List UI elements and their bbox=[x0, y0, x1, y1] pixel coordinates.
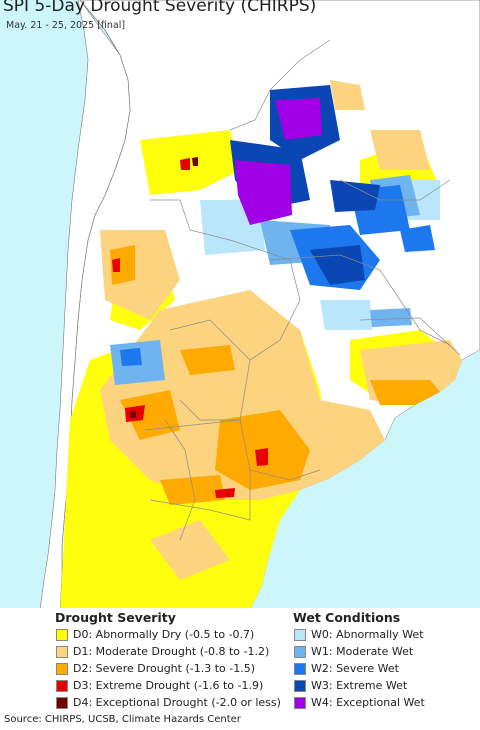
legend-item-w3: W3: Extreme Wet bbox=[294, 679, 407, 692]
d3-swatch bbox=[56, 679, 68, 692]
w2-swatch bbox=[294, 662, 306, 675]
w4-label: W4: Exceptional Wet bbox=[311, 696, 425, 709]
drought-legend-heading: Drought Severity bbox=[55, 610, 176, 625]
w4-areas bbox=[235, 98, 322, 225]
borders bbox=[144, 39, 461, 541]
legend-item-d0: D0: Abnormally Dry (-0.5 to -0.7) bbox=[56, 628, 254, 641]
w0-label: W0: Abnormally Wet bbox=[311, 628, 424, 641]
w2-label: W2: Severe Wet bbox=[311, 662, 399, 675]
d2-areas bbox=[110, 245, 440, 505]
d2-label: D2: Severe Drought (-1.3 to -1.5) bbox=[73, 662, 256, 675]
map-subtitle: May. 21 - 25, 2025 [final] bbox=[6, 20, 126, 31]
wet-legend-heading: Wet Conditions bbox=[293, 610, 401, 625]
d4-swatch bbox=[56, 696, 68, 709]
d3-areas bbox=[112, 158, 268, 498]
legend-item-d2: D2: Severe Drought (-1.3 to -1.5) bbox=[56, 662, 255, 675]
legend: Drought Severity Wet Conditions D0: Abno… bbox=[0, 608, 480, 712]
w0-swatch bbox=[294, 628, 306, 641]
legend-item-d4: D4: Exceptional Drought (-2.0 or less) bbox=[56, 696, 281, 709]
drought-map bbox=[0, 0, 480, 610]
atlantic bbox=[250, 350, 480, 610]
map-title: SPI 5-Day Drought Severity (CHIRPS) bbox=[3, 0, 317, 16]
d1-swatch bbox=[56, 645, 68, 658]
source-credit: Source: CHIRPS, UCSB, Climate Hazards Ce… bbox=[4, 714, 241, 725]
w4-swatch bbox=[294, 696, 306, 709]
d3-label: D3: Extreme Drought (-1.6 to -1.9) bbox=[73, 679, 264, 692]
w1-swatch bbox=[294, 645, 306, 658]
d0-label: D0: Abnormally Dry (-0.5 to -0.7) bbox=[73, 628, 255, 641]
d1-areas bbox=[100, 80, 462, 580]
legend-item-w4: W4: Exceptional Wet bbox=[294, 696, 425, 709]
d2-swatch bbox=[56, 662, 68, 675]
d4-areas bbox=[130, 157, 198, 418]
w3-label: W3: Extreme Wet bbox=[311, 679, 408, 692]
chile-coast bbox=[39, 0, 131, 610]
d1-label: D1: Moderate Drought (-0.8 to -1.2) bbox=[73, 645, 270, 658]
legend-item-w1: W1: Moderate Wet bbox=[294, 645, 413, 658]
legend-item-w2: W2: Severe Wet bbox=[294, 662, 399, 675]
legend-item-w0: W0: Abnormally Wet bbox=[294, 628, 424, 641]
legend-item-d3: D3: Extreme Drought (-1.6 to -1.9) bbox=[56, 679, 263, 692]
d0-swatch bbox=[56, 628, 68, 641]
w3-swatch bbox=[294, 679, 306, 692]
legend-item-d1: D1: Moderate Drought (-0.8 to -1.2) bbox=[56, 645, 269, 658]
d4-label: D4: Exceptional Drought (-2.0 or less) bbox=[73, 696, 281, 709]
w1-label: W1: Moderate Wet bbox=[311, 645, 414, 658]
